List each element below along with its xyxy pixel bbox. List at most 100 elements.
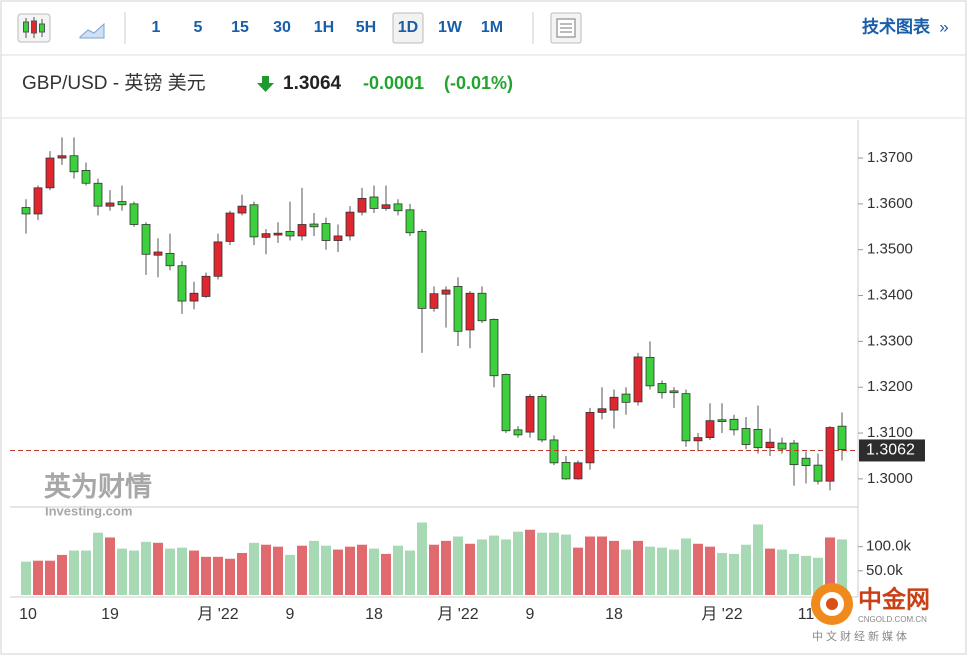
candle-body — [537, 395, 547, 441]
tech-chart-link[interactable]: 技术图表 — [862, 16, 931, 36]
candle-body — [105, 202, 115, 207]
candle-body — [777, 442, 787, 450]
volume-bar — [177, 547, 187, 595]
interval-button[interactable]: 5H — [356, 19, 376, 36]
candle-body — [309, 223, 319, 228]
change: -0.0001 — [363, 73, 424, 93]
down-arrow — [257, 76, 274, 92]
interval-button[interactable]: 1W — [438, 19, 463, 36]
candle-body — [69, 155, 79, 173]
interval-button[interactable]: 5 — [194, 19, 203, 36]
candle-body — [81, 170, 91, 184]
y-tick-label: 100.0k — [866, 538, 912, 555]
volume-bar — [189, 550, 199, 595]
volume-bar — [165, 548, 175, 595]
volume-bar — [213, 556, 223, 595]
interval-button[interactable]: 1H — [314, 19, 334, 36]
x-tick-label: 19 — [101, 606, 119, 623]
volume-bar — [441, 540, 451, 595]
candle-body — [93, 182, 103, 207]
volume-bar — [357, 544, 367, 595]
volume-bar — [645, 546, 655, 595]
volume-bar — [549, 532, 559, 595]
last-price-box — [859, 439, 925, 462]
volume-bar — [573, 547, 583, 595]
candle-body — [621, 393, 631, 403]
x-tick-label: 10 — [19, 606, 37, 623]
change-pct: (-0.01%) — [444, 73, 513, 93]
volume-bar — [129, 550, 139, 595]
candle-body — [669, 390, 679, 394]
volume-bar — [717, 552, 727, 595]
volume-bar — [609, 540, 619, 595]
link-arrow[interactable]: » — [939, 17, 948, 36]
candle-body — [789, 442, 799, 466]
candle-body — [489, 318, 499, 377]
volume-bar — [141, 541, 151, 595]
candle-body — [249, 204, 259, 238]
volume-bar — [657, 547, 667, 595]
x-tick-label: 11 — [798, 606, 815, 623]
volume-bar — [501, 539, 511, 595]
x-tick-label: 9 — [526, 606, 535, 623]
layout-icon[interactable] — [550, 12, 582, 44]
interval-button[interactable]: 30 — [273, 19, 291, 36]
candle-body — [597, 408, 607, 413]
volume-bar — [705, 546, 715, 595]
line-icon[interactable] — [79, 22, 105, 39]
candle-body — [561, 461, 571, 480]
x-tick-label: 月 '22 — [197, 606, 238, 623]
volume-bar — [273, 546, 283, 595]
volume-bar — [777, 549, 787, 595]
candle-body — [273, 232, 283, 236]
y-tick-label: 1.3300 — [867, 332, 913, 349]
candle-body — [681, 393, 691, 442]
volume-bar — [789, 553, 799, 595]
candle-body — [585, 412, 595, 464]
y-tick-label: 1.3600 — [867, 195, 913, 212]
volume-bar — [57, 554, 67, 595]
y-tick-label: 1.3200 — [867, 378, 913, 395]
symbol: GBP/USD - 英镑 美元 — [22, 72, 206, 94]
candle-body — [393, 203, 403, 212]
candle-body — [45, 157, 55, 189]
candle-body — [357, 197, 367, 213]
y-tick-label: 1.3000 — [867, 470, 913, 487]
candle-body — [225, 212, 235, 242]
x-tick-label: 9 — [286, 606, 295, 623]
volume-bar — [429, 544, 439, 595]
volume-bar — [813, 557, 823, 595]
volume-bar — [201, 556, 211, 595]
interval-button[interactable]: 1M — [481, 19, 503, 36]
volume-bar — [537, 532, 547, 595]
candle-body — [765, 441, 775, 449]
candle-body — [477, 292, 487, 322]
candle-body — [117, 201, 127, 206]
selected-interval — [392, 12, 424, 44]
candle-body — [429, 293, 439, 309]
volume-bar — [153, 542, 163, 595]
candle-body — [141, 224, 151, 255]
volume-bar — [741, 544, 751, 595]
volume-bar — [297, 545, 307, 595]
interval-button[interactable]: 15 — [231, 19, 249, 36]
volume-bar — [309, 540, 319, 595]
volume-bar — [69, 550, 79, 595]
volume-bar — [21, 561, 31, 595]
interval-button[interactable]: 1D — [398, 19, 418, 36]
interval-button[interactable]: 1 — [152, 19, 161, 36]
candle-body — [573, 462, 583, 480]
volume-bar — [261, 544, 271, 595]
volume-bar — [693, 543, 703, 595]
volume-bar — [837, 539, 847, 595]
candle-body — [321, 223, 331, 241]
last-price-label: 1.3062 — [866, 442, 915, 459]
volume-bar — [585, 536, 595, 595]
volume-bar — [105, 537, 115, 595]
candle-body — [525, 395, 535, 433]
volume-bar — [753, 524, 763, 595]
volume-bar — [45, 560, 55, 595]
volume-bar — [369, 548, 379, 595]
candle-icon[interactable] — [17, 13, 51, 43]
volume-bar — [33, 560, 43, 595]
